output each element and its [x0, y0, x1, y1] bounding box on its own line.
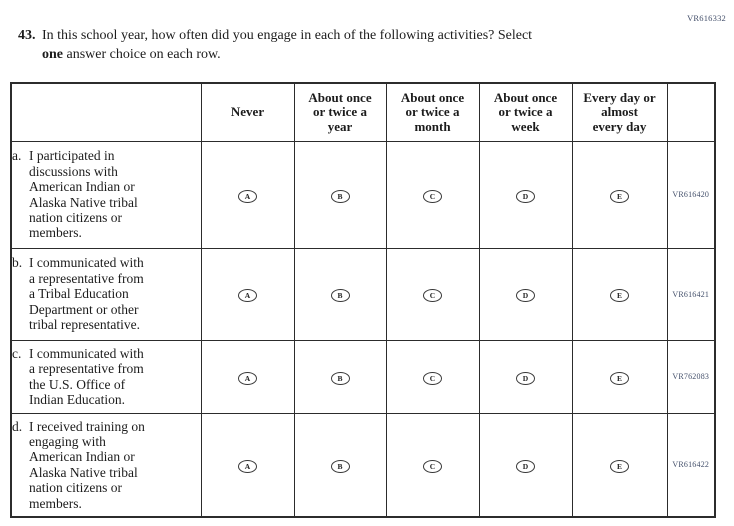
answer-bubble-d-E[interactable]: E	[610, 459, 629, 473]
option-cell-a-everyday: E	[571, 140, 668, 249]
row-statement: I communicated with a representative fro…	[29, 345, 144, 407]
row-letter: c.	[12, 345, 22, 361]
statement-cell-b: b. I communicated with a representative …	[10, 247, 202, 341]
question-text: In this school year, how often did you e…	[42, 26, 678, 64]
row-letter: b.	[12, 255, 23, 271]
statement-cell-d: d. I received training on engaging with …	[10, 412, 202, 518]
option-cell-b-everyday: E	[571, 247, 668, 341]
answer-bubble-b-B[interactable]: B	[330, 289, 350, 302]
answer-bubble-d-C[interactable]: C	[423, 459, 442, 473]
question-line2: answer choice on each row.	[63, 47, 221, 62]
option-cell-b-week: D	[478, 247, 573, 341]
option-cell-d-week: D	[478, 412, 573, 518]
option-cell-a-never: A	[200, 140, 295, 249]
header-never: Never	[200, 82, 295, 142]
answer-bubble-d-D[interactable]: D	[516, 459, 535, 473]
answer-bubble-d-B[interactable]: B	[330, 459, 350, 473]
option-cell-a-week: D	[478, 140, 573, 249]
option-cell-b-month: C	[385, 247, 480, 341]
row-code-a: VR616420	[666, 140, 716, 249]
answer-bubble-c-D[interactable]: D	[516, 371, 535, 385]
option-cell-c-week: D	[478, 339, 573, 414]
option-cell-d-month: C	[385, 412, 480, 518]
question-bold-word: one	[42, 47, 63, 62]
option-cell-c-year: B	[293, 339, 387, 414]
answer-bubble-b-C[interactable]: C	[423, 289, 442, 302]
row-statement: I participated in discussions with Ameri…	[29, 148, 138, 241]
option-cell-b-never: A	[200, 247, 295, 341]
option-cell-c-everyday: E	[571, 339, 668, 414]
option-cell-b-year: B	[293, 247, 387, 341]
question-43: 43. In this school year, how often did y…	[18, 26, 678, 64]
option-cell-d-year: B	[293, 412, 387, 518]
answer-bubble-b-E[interactable]: E	[610, 289, 629, 302]
answer-bubble-a-E[interactable]: E	[610, 189, 629, 203]
answer-bubble-c-B[interactable]: B	[330, 371, 350, 385]
answer-bubble-c-C[interactable]: C	[423, 371, 442, 385]
row-letter: d.	[12, 418, 23, 434]
option-cell-d-never: A	[200, 412, 295, 518]
row-code-b: VR616421	[666, 247, 716, 341]
header-every-day: Every day or almost every day	[571, 82, 668, 142]
answer-bubble-d-A[interactable]: A	[238, 459, 257, 473]
header-code-blank	[666, 82, 716, 142]
option-cell-a-month: C	[385, 140, 480, 249]
option-cell-c-month: C	[385, 339, 480, 414]
row-code-c: VR762083	[666, 339, 716, 414]
table-row-c: c. I communicated with a representative …	[10, 339, 716, 414]
answer-bubble-b-D[interactable]: D	[516, 289, 535, 302]
header-once-twice-week: About once or twice a week	[478, 82, 573, 142]
table-row-a: a. I participated in discussions with Am…	[10, 140, 716, 249]
row-letter: a.	[12, 148, 22, 164]
row-code-d: VR616422	[666, 412, 716, 518]
statement-cell-c: c. I communicated with a representative …	[10, 339, 202, 414]
question-number: 43.	[18, 28, 36, 43]
answer-bubble-a-D[interactable]: D	[516, 189, 535, 203]
table-row-b: b. I communicated with a representative …	[10, 247, 716, 341]
answer-bubble-c-E[interactable]: E	[610, 371, 629, 385]
header-once-twice-month: About once or twice a month	[385, 82, 480, 142]
question-line1: In this school year, how often did you e…	[42, 28, 533, 43]
answer-bubble-c-A[interactable]: A	[238, 371, 257, 385]
header-once-twice-year: About once or twice a year	[293, 82, 387, 142]
table-row-d: d. I received training on engaging with …	[10, 412, 716, 518]
option-cell-c-never: A	[200, 339, 295, 414]
answer-bubble-a-C[interactable]: C	[423, 189, 442, 203]
statement-cell-a: a. I participated in discussions with Am…	[10, 140, 202, 249]
option-cell-d-everyday: E	[571, 412, 668, 518]
row-statement: I communicated with a representative fro…	[29, 255, 144, 333]
page-corner-code: VR616332	[687, 13, 726, 23]
row-statement: I received training on engaging with Ame…	[29, 418, 145, 511]
answer-bubble-a-A[interactable]: A	[238, 189, 257, 203]
option-cell-a-year: B	[293, 140, 387, 249]
header-row: Never About once or twice a year About o…	[10, 82, 716, 142]
frequency-matrix-table: Never About once or twice a year About o…	[10, 82, 716, 518]
answer-bubble-b-A[interactable]: A	[238, 289, 257, 302]
answer-bubble-a-B[interactable]: B	[330, 189, 350, 203]
header-blank	[10, 82, 202, 142]
